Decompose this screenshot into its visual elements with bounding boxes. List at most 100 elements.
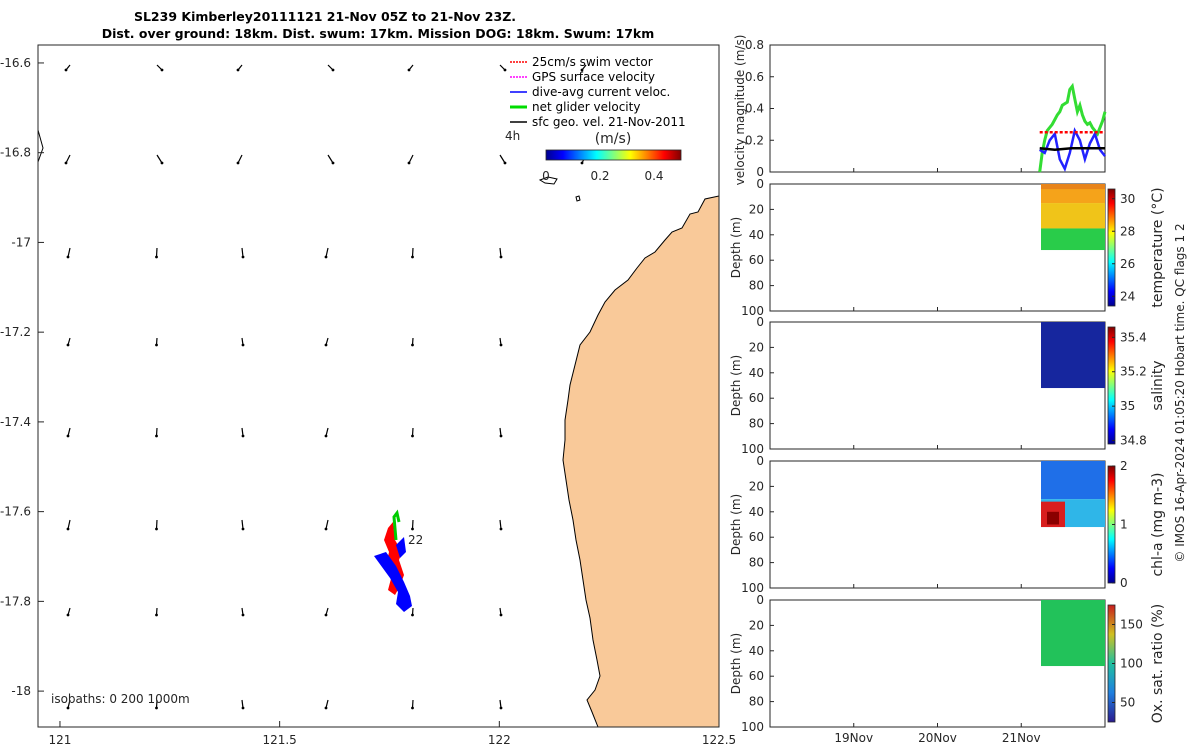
arrow-head [411, 255, 414, 259]
arrow-head [324, 527, 328, 531]
arrow-head [324, 343, 328, 347]
profile-ytick-label: 40 [749, 644, 764, 658]
profile-ytick-label: 40 [749, 505, 764, 519]
map-xtick-label: 122 [488, 733, 511, 747]
arrow-head [66, 255, 70, 259]
arrow-head [503, 161, 507, 165]
time-tick-label: 20Nov [918, 731, 957, 745]
surface-current-arrow [237, 154, 243, 164]
colorbar-tick-label: 28 [1120, 224, 1135, 238]
surface-current-arrow [67, 519, 71, 530]
surface-current-arrow [411, 247, 414, 258]
footer-copyright: © IMOS 16-Apr-2024 01:05:20 Hobart time.… [1173, 223, 1187, 562]
time-tick-label: 21Nov [1002, 731, 1041, 745]
profile-ytick-label: 0 [756, 177, 764, 191]
colorbar-tick-label: 0 [1120, 576, 1128, 590]
arrow-head [411, 343, 414, 347]
arrow-head [155, 255, 158, 259]
arrow-head [241, 706, 245, 710]
track-current-vectors [374, 537, 412, 612]
map-ytick-label: -17.2 [0, 325, 31, 339]
arrow-head [155, 706, 158, 710]
speed-colorbar [545, 149, 682, 161]
velocity-ytick-label: 0.4 [745, 102, 764, 116]
time-axis-ticks: 19Nov 20Nov 21Nov [834, 168, 1041, 745]
arrow-head [499, 706, 503, 710]
profile-ytick-label: 100 [741, 442, 764, 456]
velocity-ytick-label: 0.6 [745, 70, 764, 84]
title-line-2: Dist. over ground: 18km. Dist. swum: 17k… [102, 26, 655, 41]
map-frame [37, 44, 720, 728]
arrow-head [331, 161, 335, 165]
legend-label: GPS surface velocity [532, 70, 655, 84]
arrow-head [499, 527, 503, 531]
arrow-head [241, 527, 245, 531]
title-line-1: SL239 Kimberley20111121 21-Nov 05Z to 21… [134, 9, 516, 24]
profile-data-temperature [1041, 203, 1105, 229]
surface-current-arrow [327, 154, 334, 164]
profile-ytick-label: 20 [749, 340, 764, 354]
arrow-head [155, 613, 158, 617]
track-label: 22 [408, 533, 423, 547]
velocity-ylabel: velocity magnitude (m/s) [733, 35, 747, 186]
velocity-ytick-label: 0.2 [745, 133, 764, 147]
surface-current-arrow [499, 247, 502, 258]
colorbar-label-chl-a: chl-a (mg m-3) [1150, 472, 1166, 576]
arrow-head [411, 527, 414, 531]
arrow-head [580, 68, 584, 72]
map-ytick-label: -17.6 [0, 505, 31, 519]
colorbar-tick-label: 2 [1120, 459, 1128, 473]
colorbar-tick-label: 50 [1120, 696, 1135, 710]
isobaths-label: isobaths: 0 200 1000m [51, 692, 190, 706]
arrow-head [324, 255, 328, 259]
arrow-head [66, 434, 70, 438]
colorbar-tick-label: 26 [1120, 257, 1135, 271]
arrow-head [411, 613, 414, 617]
arrow-head [64, 161, 68, 165]
colorbar-tick-label: 35 [1120, 399, 1135, 413]
speed-colorbar-ticks: 0 0.2 0.4 [542, 169, 663, 183]
map-ytick-label: -16.8 [0, 146, 31, 160]
surface-current-arrow [499, 519, 502, 530]
track-net-velocity [392, 509, 401, 541]
surface-current-arrow [325, 519, 329, 530]
surface-current-arrow [241, 247, 244, 258]
profile-ytick-label: 20 [749, 202, 764, 216]
profile-ylabel: Depth (m) [729, 217, 743, 278]
surface-current-arrow [65, 154, 71, 164]
map-ytick-label: -16.6 [0, 56, 31, 70]
arrow-head [66, 343, 70, 347]
surface-current-arrows [64, 64, 587, 710]
arrow-head [499, 613, 503, 617]
map-ytick-label: -17.8 [0, 594, 31, 608]
profile-ytick-label: 60 [749, 391, 764, 405]
legend-label: net glider velocity [532, 100, 640, 114]
profile-ytick-label: 60 [749, 530, 764, 544]
colorbar-tick-label: 1 [1120, 518, 1128, 532]
arrow-head [160, 161, 164, 165]
colorbar-tick-label: 24 [1120, 289, 1135, 303]
profile-ytick-label: 80 [749, 417, 764, 431]
velocity-ytick-label: 0 [756, 165, 764, 179]
time-tick-label: 19Nov [834, 731, 873, 745]
profile-ytick-label: 60 [749, 253, 764, 267]
island-1 [538, 176, 558, 185]
colorbar-tick-label: 34.8 [1120, 434, 1147, 448]
colorbar-tick-label: 100 [1120, 657, 1143, 671]
colorbar-tick-label: 35.4 [1120, 330, 1147, 344]
map-axis-ticks: 121 121.5 122 122.5 -16.6 -16.8 -17 -17.2 -17.4 -… [0, 56, 736, 747]
arrow-head [580, 161, 584, 165]
map-ytick-label: -17 [11, 235, 31, 249]
arrow-head [331, 68, 335, 72]
surface-current-arrow [241, 519, 244, 530]
colorbar-salinity [1107, 326, 1116, 445]
map-panel: 22 121 121.5 122 122.5 -16.6 -16.8 -17 -17.2 -17… [0, 44, 736, 747]
profile-ytick-label: 40 [749, 366, 764, 380]
profile-data-temperature [1041, 228, 1105, 251]
island-2 [575, 195, 581, 202]
surface-current-arrow [156, 154, 163, 164]
velocity-panel: 0 0.2 0.4 0.6 0.8 velocity magnitude (m/s) [733, 35, 1107, 186]
colorbar-label-temperature: temperature (°C) [1150, 187, 1166, 307]
map-xtick-label: 122.5 [702, 733, 736, 747]
